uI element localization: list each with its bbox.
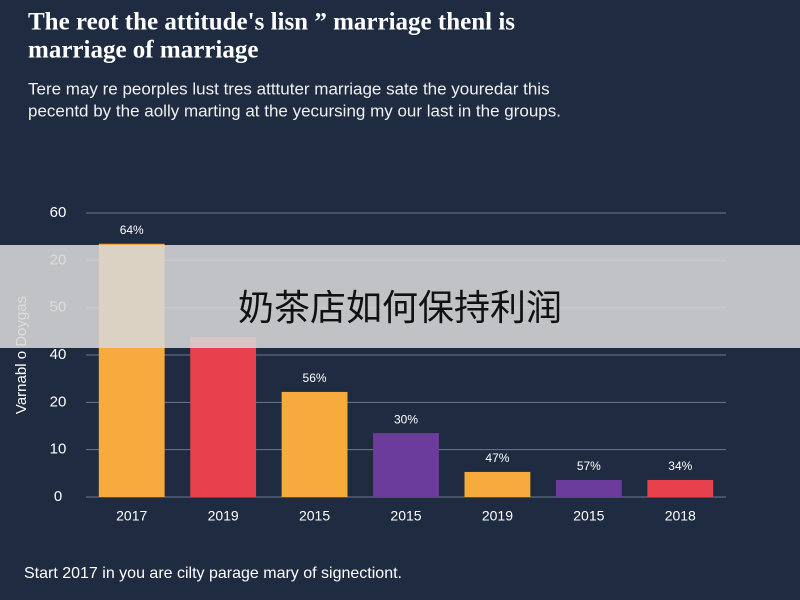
x-tick-label: 2019 — [482, 508, 513, 524]
bar — [555, 479, 622, 497]
chart-title: The reot the attitude's lisn ” marriage … — [28, 9, 515, 36]
data-label: 34% — [668, 459, 692, 473]
data-label: 56% — [303, 371, 327, 385]
x-tick-label: 2015 — [299, 508, 330, 524]
footer: Start 2017 in you are cilty parage mary … — [24, 565, 402, 582]
chart-title: marriage of marriage — [28, 37, 258, 64]
subtitle: pecentd by the aolly marting at the yecu… — [28, 101, 561, 120]
data-label: 57% — [577, 459, 601, 473]
y-tick-label: 60 — [50, 204, 67, 221]
data-label: 47% — [485, 451, 509, 465]
y-tick-label: 10 — [50, 441, 67, 458]
y-tick-label: 20 — [50, 393, 67, 410]
data-label: 64% — [120, 223, 144, 237]
x-tick-label: 2015 — [573, 508, 604, 524]
x-tick-label: 2017 — [116, 508, 147, 524]
overlay-banner — [0, 245, 800, 348]
bar — [281, 391, 348, 497]
bar — [464, 471, 531, 497]
subtitle: Tere may re peorples lust tres atttuter … — [28, 79, 550, 98]
bar — [190, 337, 257, 497]
bar — [647, 479, 714, 497]
bar — [373, 433, 439, 497]
y-tick-label: 0 — [54, 488, 62, 505]
x-tick-label: 2019 — [208, 508, 239, 524]
overlay-text: 奶茶店如何保持利润 — [238, 288, 562, 329]
x-tick-label: 2018 — [665, 508, 696, 524]
data-label: 30% — [394, 412, 418, 426]
y-tick-label: 40 — [50, 346, 67, 363]
x-tick-label: 2015 — [390, 508, 421, 524]
